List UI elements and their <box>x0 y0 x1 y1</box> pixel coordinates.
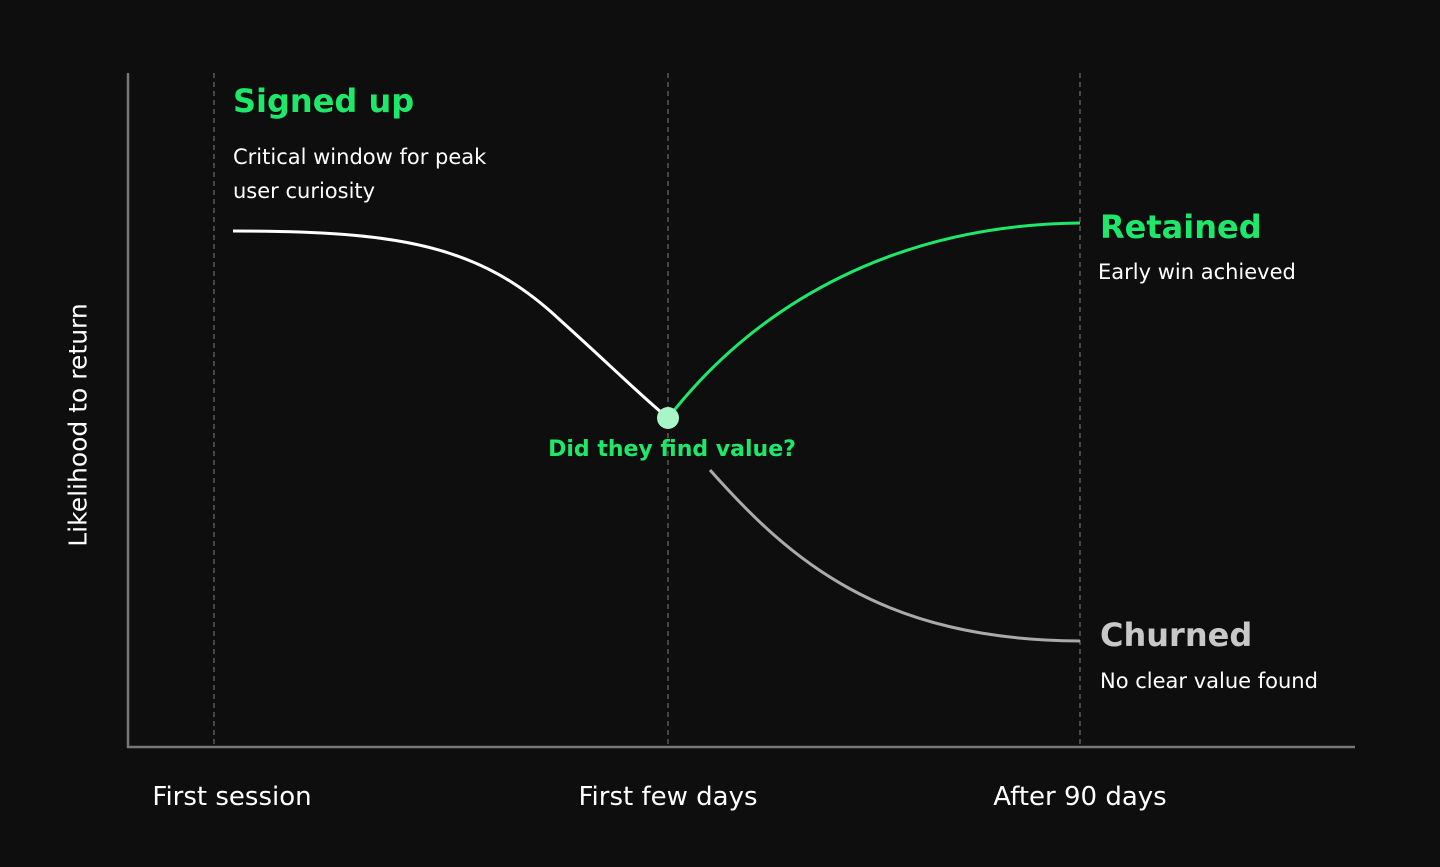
signed-up-title: Signed up <box>233 82 415 120</box>
x-label: First few days <box>578 782 758 812</box>
retained-title: Retained <box>1100 208 1262 246</box>
signup-curve <box>232 229 669 420</box>
x-label: First session <box>152 782 312 812</box>
decision-question: Did they find value? <box>548 437 796 462</box>
retained-description: Early win achieved <box>1098 260 1296 284</box>
x-label: After 90 days <box>993 782 1167 812</box>
signed-up-description: Critical window for peak user curiosity <box>233 145 487 203</box>
decision-point <box>657 407 679 429</box>
churned-curve <box>708 469 1081 643</box>
churned-title: Churned <box>1100 616 1253 654</box>
y-axis-label: Likelihood to return <box>63 303 93 547</box>
churned-description: No clear value found <box>1100 669 1318 693</box>
retained-curve <box>666 221 1081 419</box>
